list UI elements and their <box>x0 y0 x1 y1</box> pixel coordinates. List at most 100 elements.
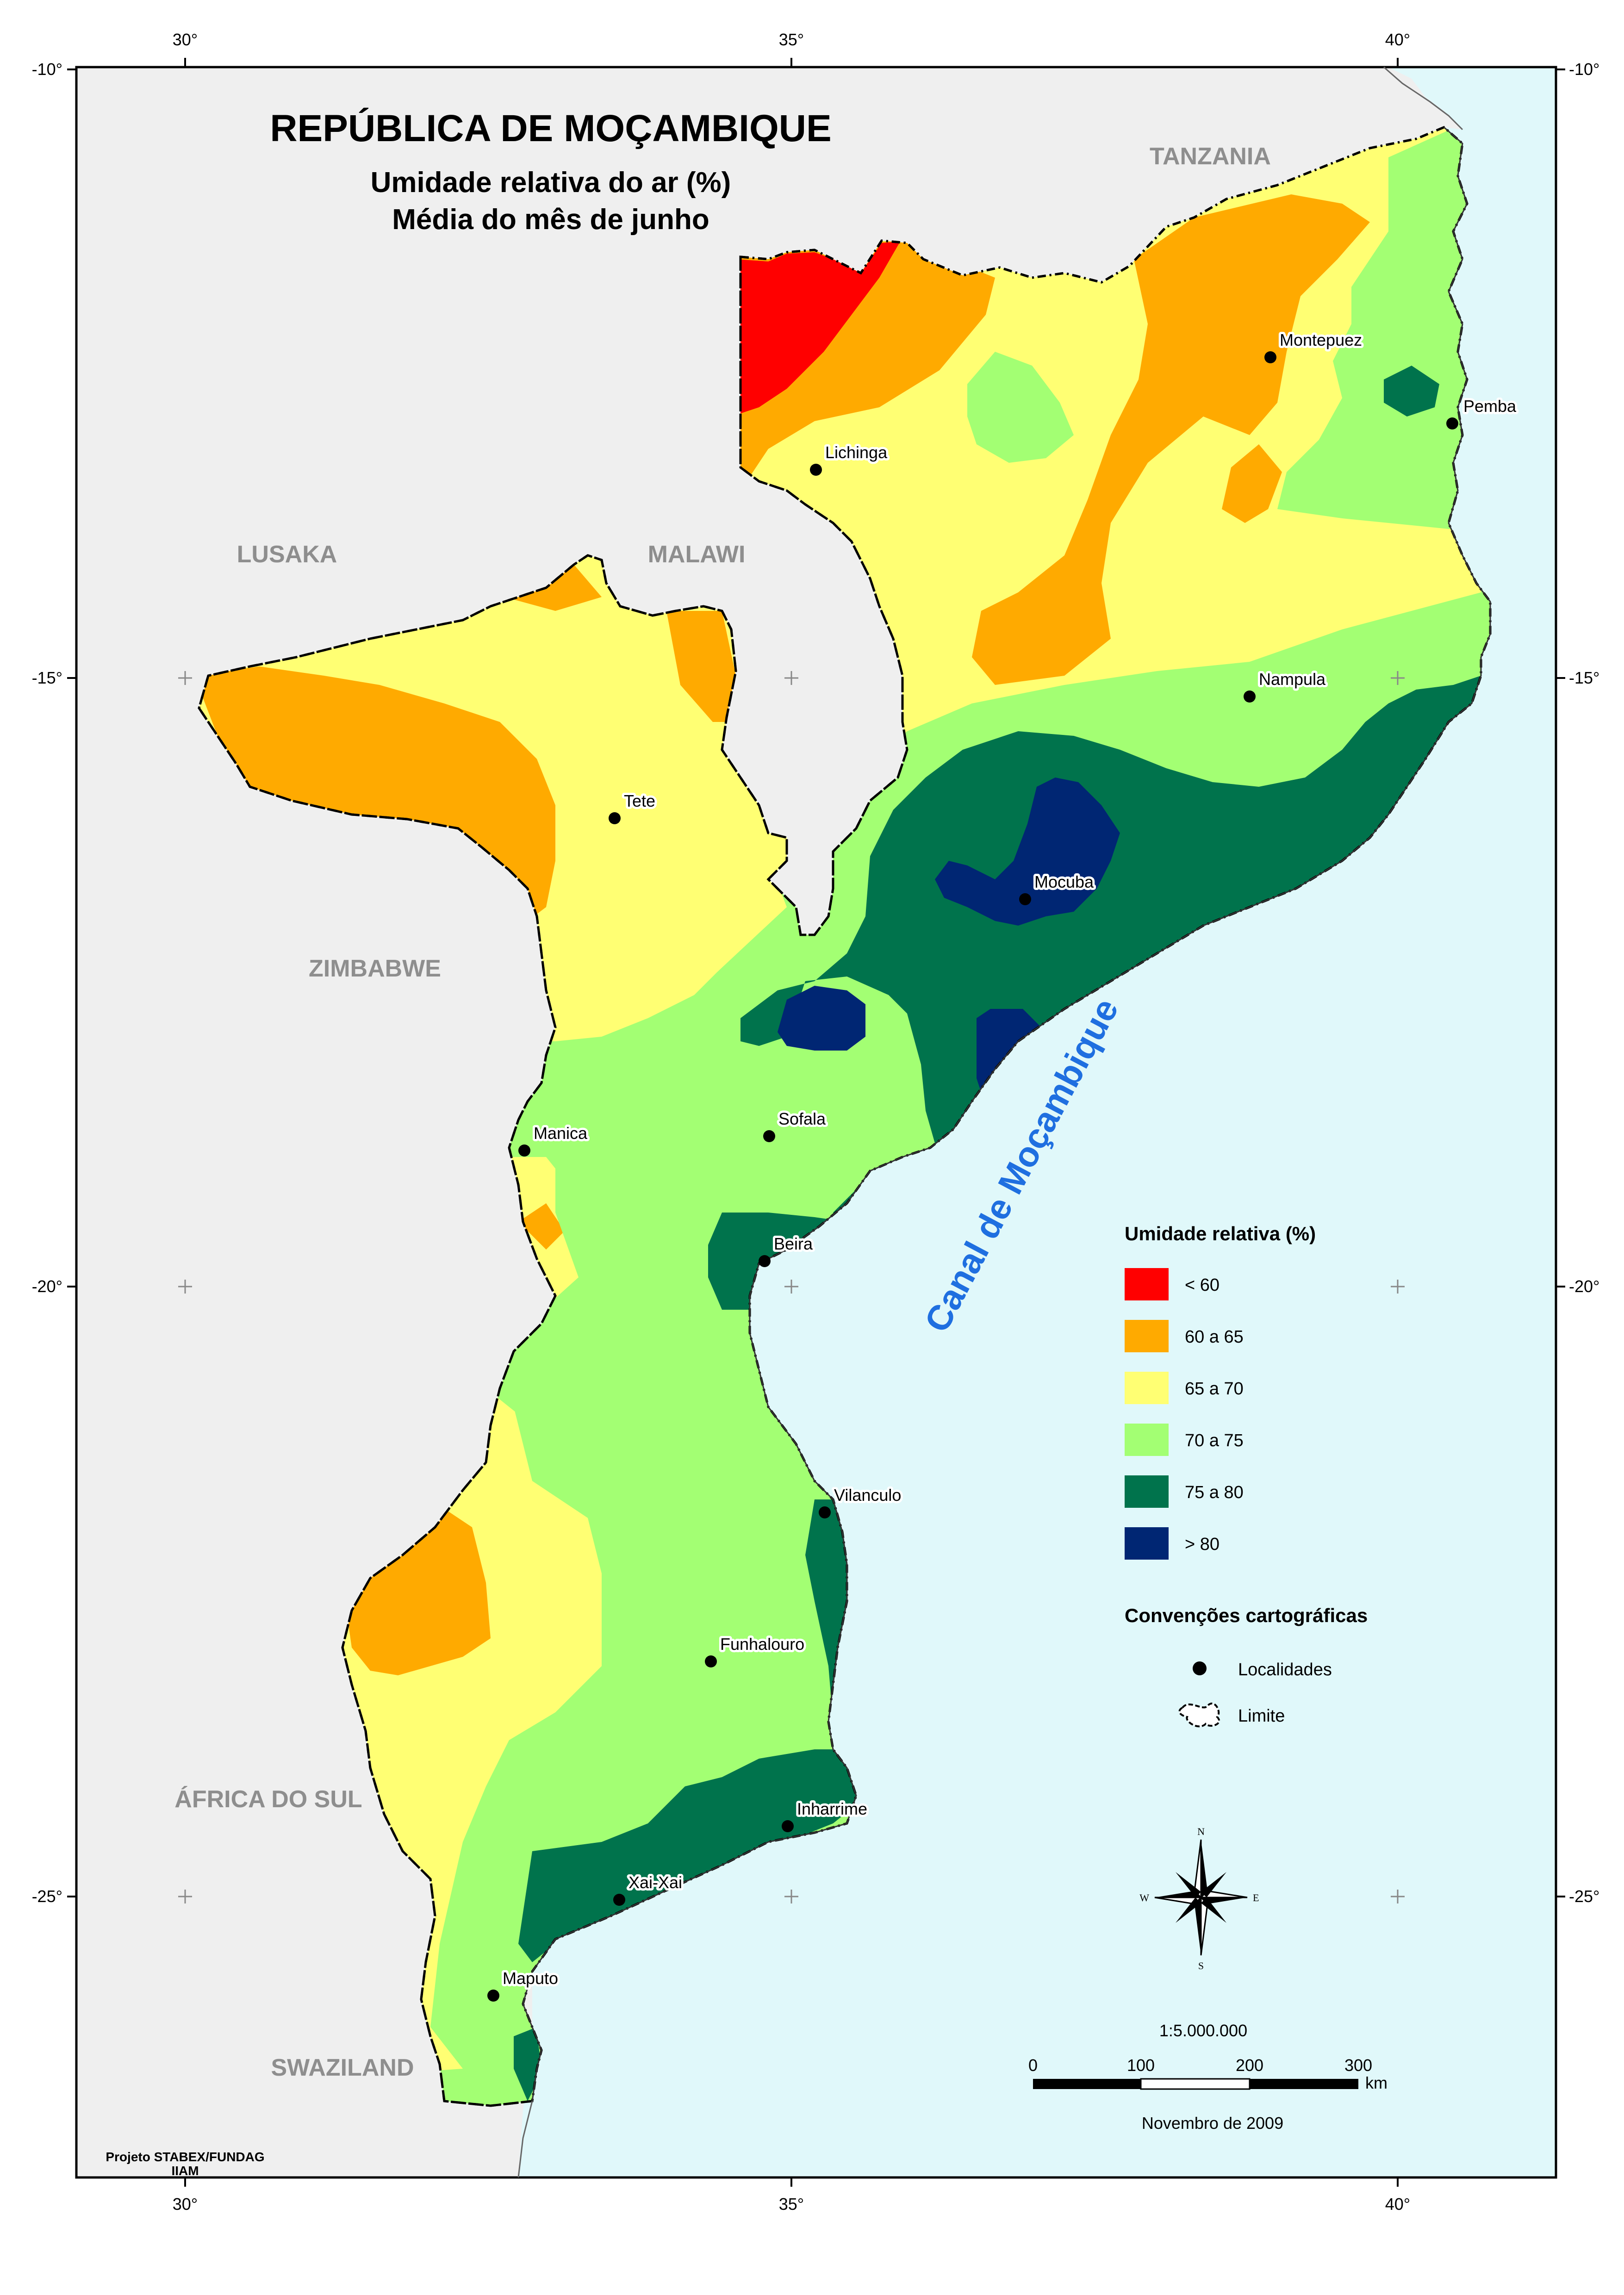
city-manica: Manica <box>518 1121 590 1157</box>
legend-locality: Localidades <box>1193 1660 1332 1679</box>
zone-60-65-cabo <box>972 194 1370 685</box>
label-zimbabwe: ZIMBABWE <box>309 955 441 982</box>
city-mocuba: Mocuba <box>1019 870 1096 905</box>
credit-line-1: Projeto STABEX/FUNDAG <box>106 2150 264 2164</box>
zone-60-65-malawi-west <box>666 611 736 722</box>
svg-text:Beira: Beira <box>774 1234 813 1253</box>
scale-ratio: 1:5.000.000 <box>1159 2021 1247 2040</box>
city-sofala: Sofala <box>763 1107 828 1142</box>
svg-text:Lichinga: Lichinga <box>825 443 888 462</box>
zone-60-65-gaza <box>342 1509 491 1675</box>
legend-item-65-70: 65 a 70 <box>1125 1372 1244 1404</box>
neighbour-land <box>76 67 1462 2177</box>
svg-text:-15°: -15° <box>1569 668 1599 687</box>
legend-title: Umidade relativa (%) <box>1125 1223 1316 1244</box>
svg-text:100: 100 <box>1127 2056 1155 2075</box>
south-africa-coast <box>517 2101 533 2178</box>
svg-text:30°: 30° <box>173 2195 198 2214</box>
svg-text:-25°: -25° <box>32 1887 62 1906</box>
map-subtitle-1: Umidade relativa do ar (%) <box>371 167 731 199</box>
city-montepuez: Montepuez <box>1264 328 1364 363</box>
legend-item-75-80: 75 a 80 <box>1125 1475 1244 1508</box>
label-tanzania: TANZANIA <box>1150 143 1271 170</box>
svg-text:Limite: Limite <box>1238 1706 1285 1726</box>
svg-text:Vilanculo: Vilanculo <box>834 1486 901 1505</box>
label-malawi: MALAWI <box>648 541 746 568</box>
svg-text:Montepuez: Montepuez <box>1280 330 1362 349</box>
credit-line-2: IIAM <box>171 2164 199 2178</box>
coastline <box>522 126 1491 2102</box>
label-lusaka: LUSAKA <box>237 541 337 568</box>
svg-text:300: 300 <box>1344 2056 1372 2075</box>
svg-text:Localidades: Localidades <box>1238 1660 1332 1679</box>
zone-75-80-south <box>518 1749 856 1962</box>
svg-text:> 80: > 80 <box>1185 1535 1220 1554</box>
zone-60-65-manica <box>518 1203 565 1250</box>
svg-text:Manica: Manica <box>534 1124 588 1143</box>
city-pemba: Pemba <box>1446 394 1519 429</box>
tanzania-coast <box>1383 66 1463 131</box>
svg-text:< 60: < 60 <box>1185 1275 1220 1295</box>
legend-boundary: Limite <box>1178 1702 1285 1728</box>
zone-75-80-zambezia <box>740 676 1481 1143</box>
north-arrow-icon: N S E W <box>1139 1826 1259 1972</box>
label-south-africa: ÁFRICA DO SUL <box>174 1786 362 1813</box>
legend-item-above-80: > 80 <box>1125 1527 1220 1560</box>
zone-60-65-zumbo <box>504 565 602 611</box>
graticule <box>178 671 1405 1903</box>
latitude-labels: -10° -15° -20° -25° -10° -15° -20° -25° <box>32 60 1600 1906</box>
legend-item-70-75: 70 a 75 <box>1125 1424 1244 1456</box>
legend: Umidade relativa (%) < 60 60 a 65 65 a 7… <box>1125 1223 1368 1728</box>
svg-text:0: 0 <box>1028 2056 1038 2075</box>
frame-ticks <box>67 58 1565 2187</box>
svg-text:Tete: Tete <box>624 791 655 810</box>
svg-text:Funhalouro: Funhalouro <box>720 1635 804 1654</box>
svg-text:60 a 65: 60 a 65 <box>1185 1327 1244 1347</box>
legend-item-less-60: < 60 <box>1125 1268 1220 1300</box>
svg-text:Inharrime: Inharrime <box>797 1799 867 1818</box>
svg-text:200: 200 <box>1236 2056 1263 2075</box>
svg-text:-25°: -25° <box>1569 1887 1599 1906</box>
svg-text:-20°: -20° <box>1569 1277 1599 1296</box>
city-lichinga: Lichinga <box>810 441 890 476</box>
svg-text:-20°: -20° <box>32 1277 62 1296</box>
city-maputo: Maputo <box>487 1966 560 2002</box>
svg-text:Mocuba: Mocuba <box>1034 872 1094 891</box>
zone-above-80-west <box>778 986 865 1051</box>
map-date: Novembro de 2009 <box>1142 2114 1283 2133</box>
svg-text:-15°: -15° <box>32 668 62 687</box>
city-inharrime: Inharrime <box>782 1797 870 1832</box>
svg-text:Pemba: Pemba <box>1463 397 1517 416</box>
svg-text:N: N <box>1197 1826 1205 1837</box>
city-xai-xai: Xai-Xai <box>613 1871 684 1906</box>
svg-text:W: W <box>1139 1892 1149 1903</box>
legend-item-60-65: 60 a 65 <box>1125 1320 1244 1352</box>
svg-text:Sofala: Sofala <box>778 1109 826 1128</box>
label-swaziland: SWAZILAND <box>271 2054 414 2081</box>
svg-text:E: E <box>1253 1892 1259 1903</box>
svg-text:S: S <box>1198 1960 1204 1972</box>
map-title: REPÚBLICA DE MOÇAMBIQUE <box>270 107 831 149</box>
map-subtitle-2: Média do mês de junho <box>392 204 709 236</box>
svg-text:75 a 80: 75 a 80 <box>1185 1483 1244 1502</box>
zone-70-75-lichinga <box>967 352 1074 463</box>
city-tete: Tete <box>609 789 658 824</box>
zone-70-75-northeast <box>1277 127 1481 532</box>
city-funhalouro: Funhalouro <box>705 1632 807 1667</box>
longitude-labels: 30° 35° 40° 30° 35° 40° <box>173 30 1410 2214</box>
zone-less-60 <box>731 242 900 417</box>
mozambique-border <box>198 126 1444 2107</box>
scale-bar: 0 100 200 300 km <box>1028 2056 1388 2092</box>
svg-text:Nampula: Nampula <box>1259 670 1326 689</box>
city-nampula: Nampula <box>1244 667 1328 703</box>
svg-text:Maputo: Maputo <box>503 1969 558 1988</box>
svg-text:35°: 35° <box>779 30 804 49</box>
svg-text:40°: 40° <box>1385 30 1410 49</box>
svg-text:35°: 35° <box>779 2195 804 2214</box>
zone-75-80-pemba <box>1384 366 1439 417</box>
svg-text:Xai-Xai: Xai-Xai <box>628 1873 682 1892</box>
zone-60-65-montepuez <box>1222 444 1282 523</box>
zone-above-80-mocuba <box>935 777 1120 926</box>
svg-text:40°: 40° <box>1385 2195 1410 2214</box>
